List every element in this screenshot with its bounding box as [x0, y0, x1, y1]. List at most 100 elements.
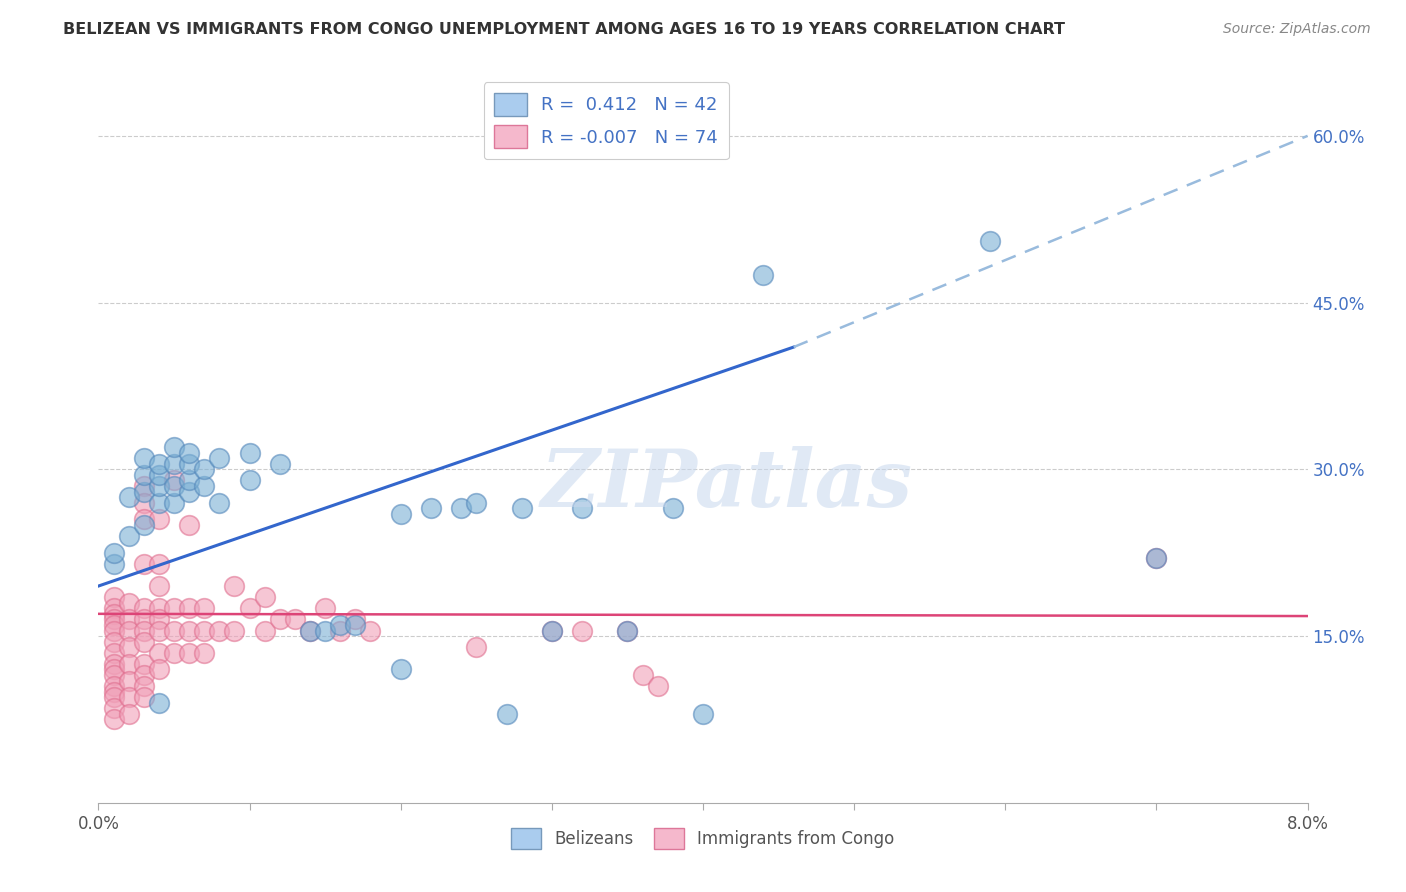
- Point: [103, 557, 125, 571]
- Point: [132, 484, 155, 499]
- Point: [661, 501, 683, 516]
- Point: [208, 496, 231, 510]
- Point: [118, 612, 141, 626]
- Point: [360, 624, 382, 638]
- Point: [465, 496, 488, 510]
- Point: [148, 662, 170, 676]
- Point: [103, 662, 125, 676]
- Point: [284, 612, 307, 626]
- Point: [132, 657, 155, 671]
- Point: [179, 457, 201, 471]
- Point: [132, 467, 155, 482]
- Point: [103, 624, 125, 638]
- Text: ZIPatlas: ZIPatlas: [541, 446, 914, 524]
- Point: [420, 501, 443, 516]
- Point: [103, 607, 125, 621]
- Point: [510, 501, 533, 516]
- Point: [253, 590, 276, 604]
- Point: [118, 529, 141, 543]
- Point: [103, 679, 125, 693]
- Point: [193, 479, 215, 493]
- Point: [148, 496, 170, 510]
- Point: [344, 618, 367, 632]
- Point: [118, 596, 141, 610]
- Point: [1146, 551, 1168, 566]
- Point: [132, 557, 155, 571]
- Point: [103, 713, 125, 727]
- Point: [103, 684, 125, 698]
- Point: [329, 618, 352, 632]
- Point: [148, 557, 170, 571]
- Point: [103, 546, 125, 560]
- Point: [571, 624, 593, 638]
- Point: [571, 501, 593, 516]
- Point: [118, 657, 141, 671]
- Point: [103, 668, 125, 682]
- Point: [103, 618, 125, 632]
- Point: [239, 445, 262, 459]
- Text: BELIZEAN VS IMMIGRANTS FROM CONGO UNEMPLOYMENT AMONG AGES 16 TO 19 YEARS CORRELA: BELIZEAN VS IMMIGRANTS FROM CONGO UNEMPL…: [63, 22, 1066, 37]
- Point: [163, 457, 186, 471]
- Point: [239, 474, 262, 488]
- Point: [344, 612, 367, 626]
- Point: [163, 496, 186, 510]
- Point: [752, 268, 775, 282]
- Point: [148, 467, 170, 482]
- Point: [450, 501, 472, 516]
- Point: [979, 235, 1001, 249]
- Point: [616, 624, 638, 638]
- Point: [193, 624, 215, 638]
- Point: [269, 612, 291, 626]
- Point: [389, 507, 412, 521]
- Point: [103, 657, 125, 671]
- Point: [163, 624, 186, 638]
- Point: [118, 640, 141, 655]
- Point: [692, 706, 714, 721]
- Point: [132, 601, 155, 615]
- Point: [148, 512, 170, 526]
- Point: [253, 624, 276, 638]
- Point: [179, 445, 201, 459]
- Point: [132, 624, 155, 638]
- Point: [495, 706, 517, 721]
- Point: [103, 701, 125, 715]
- Point: [179, 517, 201, 532]
- Point: [616, 624, 638, 638]
- Point: [148, 612, 170, 626]
- Point: [118, 490, 141, 504]
- Point: [163, 474, 186, 488]
- Point: [118, 673, 141, 688]
- Point: [163, 601, 186, 615]
- Point: [103, 612, 125, 626]
- Point: [132, 690, 155, 705]
- Point: [193, 601, 215, 615]
- Point: [132, 517, 155, 532]
- Point: [179, 474, 201, 488]
- Point: [148, 624, 170, 638]
- Point: [1146, 551, 1168, 566]
- Point: [647, 679, 669, 693]
- Point: [132, 479, 155, 493]
- Point: [148, 601, 170, 615]
- Point: [103, 601, 125, 615]
- Point: [465, 640, 488, 655]
- Point: [540, 624, 562, 638]
- Text: Source: ZipAtlas.com: Source: ZipAtlas.com: [1223, 22, 1371, 37]
- Point: [179, 484, 201, 499]
- Point: [179, 624, 201, 638]
- Point: [208, 624, 231, 638]
- Point: [540, 624, 562, 638]
- Point: [314, 624, 336, 638]
- Point: [148, 696, 170, 710]
- Point: [132, 496, 155, 510]
- Legend: Belizeans, Immigrants from Congo: Belizeans, Immigrants from Congo: [505, 822, 901, 856]
- Point: [148, 457, 170, 471]
- Point: [163, 646, 186, 660]
- Point: [148, 646, 170, 660]
- Point: [103, 634, 125, 648]
- Point: [329, 624, 352, 638]
- Point: [163, 440, 186, 454]
- Point: [132, 634, 155, 648]
- Point: [179, 601, 201, 615]
- Point: [118, 624, 141, 638]
